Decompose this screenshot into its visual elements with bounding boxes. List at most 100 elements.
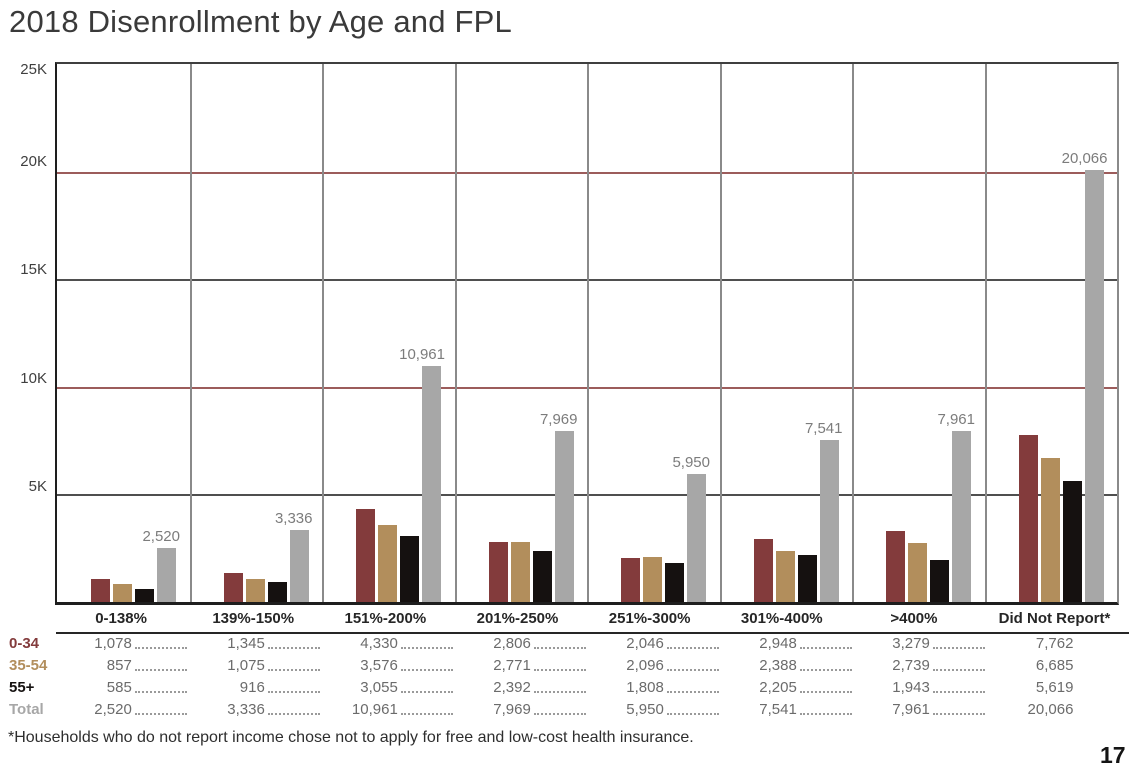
row-label: 35-54	[9, 657, 48, 674]
table-header-cell: >400%	[890, 610, 938, 627]
bar-group: 7,969	[455, 64, 588, 602]
bar-value-label: 3,336	[274, 510, 313, 528]
table-cell: 3,576	[322, 656, 455, 676]
dot-leader	[932, 647, 985, 649]
table-cell: 1,075	[189, 656, 322, 676]
bar-0-34	[1018, 434, 1038, 602]
cell-value: 20,066	[1027, 701, 1074, 718]
dot-leader	[400, 669, 453, 671]
bar-total: 3,336	[275, 510, 313, 602]
table-body: 0-34 1,078 1,345 4,330 2,806 2,046 2,948 3,279 7…	[0, 632, 1129, 720]
bar-total: 7,961	[937, 411, 975, 602]
cell-value: 7,762	[1035, 635, 1074, 652]
table-header-cell: 151%-200%	[344, 610, 427, 627]
bar-55-	[797, 554, 817, 602]
table-cell: 3,279	[854, 634, 987, 654]
y-tick-label: 5K	[28, 478, 47, 496]
bar-55-	[1062, 481, 1082, 602]
table-cell: 1,078	[56, 634, 189, 654]
table-cell: 2,739	[854, 656, 987, 676]
cell-value: 2,739	[892, 657, 930, 674]
dot-leader	[533, 669, 586, 671]
table-cell: 2,520	[56, 700, 189, 720]
table-cell: 2,806	[455, 634, 588, 654]
cell-value: 2,046	[626, 635, 664, 652]
plot-area: 2,520 3,336 10,961 7,969 5,950 7,541 7,961 20,0…	[55, 62, 1119, 605]
page-title: 2018 Disenrollment by Age and FPL	[9, 4, 512, 39]
cell-value: 3,055	[360, 679, 398, 696]
bar-55-	[532, 550, 552, 602]
cell-value: 4,330	[360, 635, 398, 652]
y-tick-label: 20K	[20, 152, 47, 170]
dot-leader	[932, 691, 985, 693]
bar-0-34	[91, 578, 110, 602]
table-row: Total 2,520 3,336 10,961 7,969 5,950 7,541 7,96…	[0, 698, 1129, 720]
cell-value: 2,806	[493, 635, 531, 652]
bar-0-34	[621, 557, 640, 602]
bar-value-label: 7,961	[937, 410, 975, 428]
table-header-cell: 251%-300%	[608, 610, 691, 627]
table-cell: 916	[189, 678, 322, 698]
row-label: 0-34	[9, 635, 40, 652]
cell-value: 3,336	[227, 701, 265, 718]
table-header-cell: Did Not Report*	[998, 610, 1111, 627]
data-table: 0-138% 139%-150% 151%-200% 201%-250% 251%-30…	[0, 605, 1129, 720]
bar-total: 5,950	[672, 454, 710, 602]
dot-leader	[666, 669, 719, 671]
table-cell: 7,762	[987, 634, 1120, 654]
bar-55-	[930, 560, 949, 602]
bar-total: 7,541	[805, 420, 843, 602]
cell-value: 1,075	[227, 657, 265, 674]
dot-leader	[799, 669, 852, 671]
table-cell: 5,950	[588, 700, 721, 720]
bar-total: 7,969	[540, 411, 578, 602]
dot-leader	[932, 669, 985, 671]
table-cell: 10,961	[322, 700, 455, 720]
cell-value: 1,078	[94, 635, 132, 652]
table-cell: 4,330	[322, 634, 455, 654]
bar-group: 7,541	[720, 64, 853, 602]
bar-value-label: 2,520	[142, 527, 180, 545]
table-cell: 7,969	[455, 700, 588, 720]
dot-leader	[666, 713, 719, 715]
bar-group: 10,961	[322, 64, 455, 602]
bar-value-label: 7,541	[804, 419, 843, 437]
cell-value: 7,541	[759, 701, 797, 718]
footnote: *Households who do not report income cho…	[8, 729, 694, 746]
table-header-row: 0-138% 139%-150% 151%-200% 201%-250% 251%-30…	[0, 605, 1129, 632]
table-header-cell: 0-138%	[95, 610, 147, 627]
y-tick-label: 25K	[20, 61, 47, 78]
cell-value: 2,096	[626, 657, 664, 674]
bar-value-label: 5,950	[672, 453, 710, 471]
cell-value: 1,943	[892, 679, 930, 696]
column-separator	[587, 64, 589, 602]
column-separator	[189, 64, 192, 602]
bar-35-54	[378, 525, 397, 602]
dot-leader	[400, 647, 453, 649]
cell-value: 7,961	[892, 701, 930, 718]
cell-value: 3,279	[892, 635, 930, 652]
dot-leader	[932, 713, 985, 715]
dot-leader	[533, 647, 586, 649]
table-cell: 3,055	[322, 678, 455, 698]
table-cell: 6,685	[987, 656, 1120, 676]
table-header-rule	[56, 632, 1129, 634]
table-cell: 20,066	[987, 700, 1120, 720]
bar-0-34	[753, 538, 773, 602]
dot-leader	[267, 669, 320, 671]
bar-total: 20,066	[1062, 150, 1108, 602]
table-cell: 2,046	[588, 634, 721, 654]
bar-value-label: 10,961	[399, 346, 445, 364]
bar-35-54	[908, 543, 927, 602]
table-header-cell: 139%-150%	[212, 610, 295, 627]
dot-leader	[134, 691, 187, 693]
table-row: 0-34 1,078 1,345 4,330 2,806 2,046 2,948 3,279 7…	[0, 632, 1129, 654]
bar-35-54	[510, 542, 530, 602]
row-label: 55+	[9, 679, 35, 696]
dot-leader	[533, 691, 586, 693]
dot-leader	[400, 713, 453, 715]
y-tick-label: 15K	[20, 261, 47, 279]
table-cell: 1,345	[189, 634, 322, 654]
cell-value: 2,771	[493, 657, 531, 674]
cell-value: 5,619	[1035, 679, 1074, 696]
